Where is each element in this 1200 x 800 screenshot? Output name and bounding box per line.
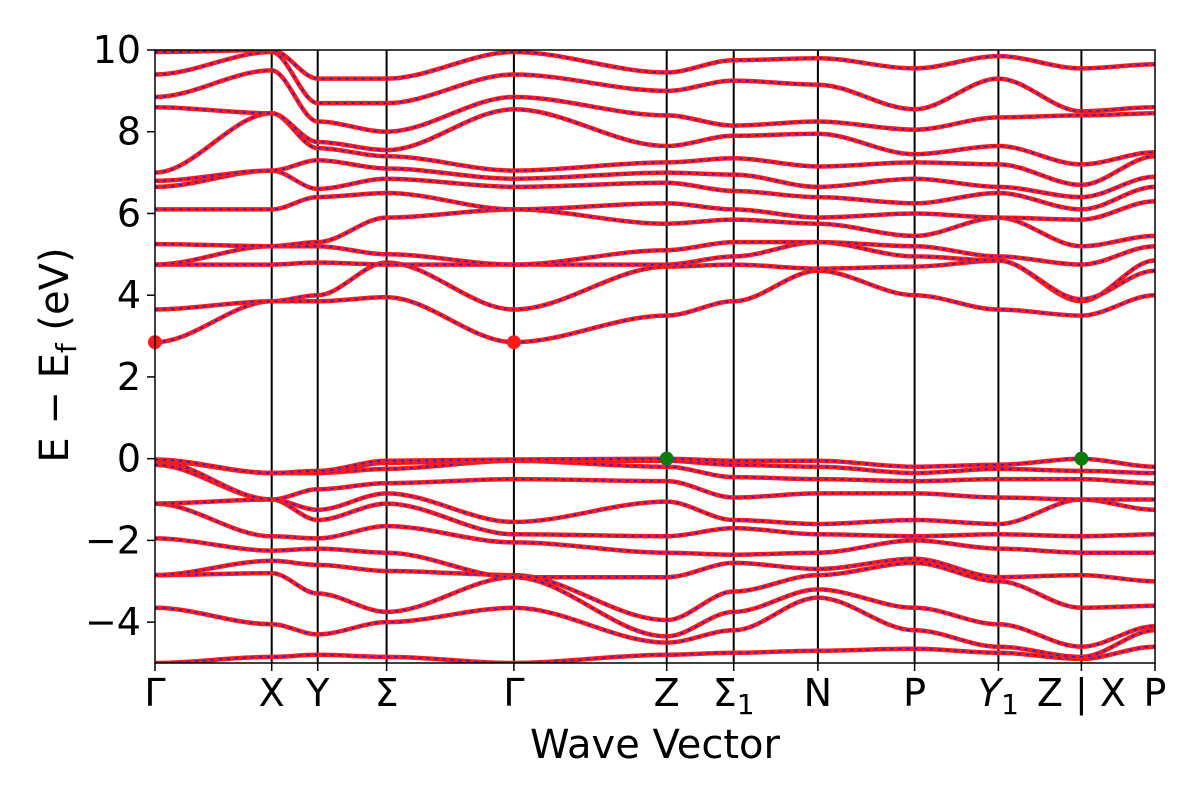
band-line-21 [155,104,1155,167]
band-overlay-3 [155,559,1155,622]
kpoint-label: Γ [144,671,165,715]
y-tick-label: 0 [117,437,141,481]
kpoint-label: X [259,671,285,715]
plot-area [148,49,1156,664]
extremum-point-2 [659,451,674,466]
x-axis-label: Wave Vector [530,722,781,768]
band-overlay-14 [155,241,1155,301]
band-line-23 [155,50,1155,114]
band-line-5 [155,501,1155,557]
kpoint-label: Z | X [1037,671,1126,716]
band-line-1 [155,595,1155,660]
band-overlay-4 [155,537,1155,583]
kpoint-label: P [1144,671,1167,715]
extremum-point-1 [506,335,521,350]
kpoint-label: Σ [375,671,399,715]
band-overlay-18 [155,169,1155,211]
y-axis-label: E − Ef (eV) [32,247,83,462]
kpoint-label: N [804,671,832,715]
band-line-6 [155,497,1155,539]
plot-frame [154,49,1156,664]
band-overlay-0 [155,645,1155,663]
band-overlay-16 [155,208,1155,248]
y-axis-label-subscript: f [50,342,83,353]
y-tick-label: 2 [117,355,141,399]
band-line-8 [155,458,1155,502]
y-tick-label: 4 [117,273,141,317]
y-axis-label-unit: (eV) [32,247,78,343]
band-line-17 [155,190,1155,222]
extremum-point-3 [1074,451,1089,466]
y-tick-label: −2 [85,518,141,562]
band-overlay-12 [155,269,1155,344]
band-overlay-19 [155,159,1155,199]
kpoint-label: Z [654,671,680,715]
y-tick-label: 10 [93,28,141,72]
band-overlay-23 [155,51,1155,113]
kpoint-label: Σ1 [713,671,755,721]
band-line-2 [155,570,1155,649]
band-overlay-1 [155,596,1155,658]
kpoint-label: Y [305,671,330,715]
y-tick-label: 8 [117,110,141,154]
band-line-11 [155,456,1155,476]
x-axis-ticks: Γ X Y Σ Γ Z Σ1 N P Y1 Z | X P [144,663,1166,721]
kpoint-label: Γ [503,671,524,715]
band-overlay-20 [155,112,1155,186]
kpoint-label: P [903,671,926,715]
band-line-7 [155,462,1155,527]
y-tick-label: −4 [85,600,141,644]
y-axis-label-main: E − E [32,353,78,463]
band-line-16 [155,207,1155,249]
y-axis-ticks: 10 8 6 4 2 0 −2 −4 [85,28,155,644]
kpoint-label: Y1 [978,671,1019,721]
band-overlay-22 [155,69,1155,133]
band-line-24 [155,50,1155,81]
bands [155,50,1155,663]
band-line-12 [155,268,1155,345]
band-overlay-2 [155,572,1155,648]
y-tick-label: 6 [117,191,141,235]
band-line-4 [155,536,1155,584]
band-overlay-15 [155,241,1155,266]
band-overlay-24 [155,50,1155,80]
